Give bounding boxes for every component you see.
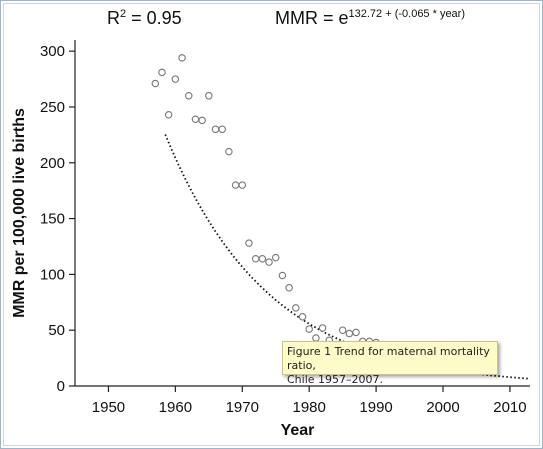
equation-base: MMR = e (275, 8, 349, 28)
y-tick-label: 100 (40, 266, 65, 283)
data-point (238, 181, 247, 189)
y-tick-label: 200 (40, 155, 65, 172)
data-point (225, 147, 233, 156)
x-tick-label: 1990 (359, 399, 392, 416)
data-point (265, 258, 273, 266)
data-point (245, 239, 253, 247)
data-point (164, 111, 173, 119)
data-point (218, 125, 226, 134)
data-point (251, 255, 260, 263)
data-point (298, 313, 307, 321)
data-point (285, 284, 293, 292)
x-tick-label: 2000 (426, 399, 459, 416)
data-point (178, 54, 186, 62)
data-point (171, 75, 180, 83)
data-point (338, 326, 347, 334)
y-tick-label: 150 (40, 211, 65, 228)
data-point (151, 79, 160, 88)
y-tick-label: 250 (40, 99, 65, 116)
r2-value: = 0.95 (126, 8, 182, 28)
data-point (231, 181, 240, 189)
r2-superscript: 2 (120, 8, 127, 20)
data-point (278, 271, 287, 280)
x-tick-label: 1980 (293, 399, 326, 416)
y-tick-label: 0 (57, 378, 65, 395)
caption-line-1: Figure 1 Trend for maternal mortality ra… (287, 345, 490, 372)
data-point (258, 255, 267, 263)
data-point (352, 328, 360, 337)
data-point (205, 92, 213, 100)
x-tick-label: 1960 (159, 399, 192, 416)
data-point (211, 125, 220, 134)
x-tick-label: 2010 (493, 399, 526, 416)
x-tick-label: 1970 (226, 399, 259, 416)
equation-exponent: 132.72 + (-0.065 * year) (348, 8, 466, 20)
r2-prefix: R (107, 8, 120, 28)
equation-label: MMR = e132.72 + (-0.065 * year) (275, 8, 465, 29)
data-point (271, 253, 280, 262)
x-axis-title: Year (281, 422, 315, 439)
y-axis-title: MMR per 100,000 live births (11, 108, 28, 318)
data-point (158, 68, 166, 77)
caption-line-2: Chile 1957–2007. (287, 373, 384, 386)
data-point (305, 325, 313, 333)
data-point (191, 115, 200, 123)
y-tick-label: 300 (40, 43, 65, 60)
r-squared-label: R2 = 0.95 (107, 8, 182, 29)
chart-frame-inner (3, 3, 540, 446)
y-tick-label: 50 (48, 322, 65, 339)
figure-caption: Figure 1 Trend for maternal mortality ra… (282, 341, 498, 386)
data-point (345, 329, 354, 338)
data-point (185, 92, 193, 100)
data-point (318, 324, 327, 332)
data-point (292, 304, 300, 312)
data-point (198, 116, 206, 125)
x-tick-label: 1950 (92, 399, 125, 416)
